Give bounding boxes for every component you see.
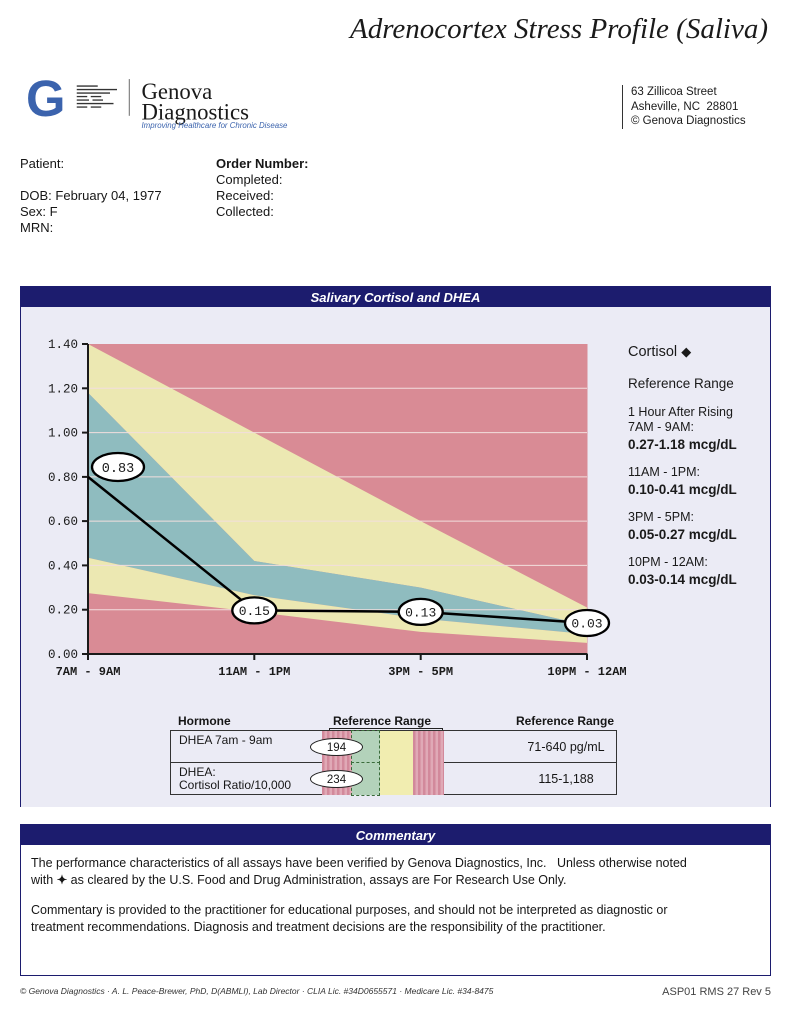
svg-text:0.00: 0.00 xyxy=(48,648,78,662)
svg-text:0.15: 0.15 xyxy=(239,604,270,619)
svg-text:0.40: 0.40 xyxy=(48,559,78,573)
svg-text:1.40: 1.40 xyxy=(48,338,78,352)
svg-text:10PM - 12AM: 10PM - 12AM xyxy=(547,665,626,679)
svg-text:0.80: 0.80 xyxy=(48,471,78,485)
svg-text:1.20: 1.20 xyxy=(48,382,78,396)
svg-text:0.20: 0.20 xyxy=(48,604,78,618)
svg-text:0.83: 0.83 xyxy=(102,462,134,477)
svg-text:1.00: 1.00 xyxy=(48,427,78,441)
svg-text:3PM - 5PM: 3PM - 5PM xyxy=(388,665,453,679)
svg-text:Improving Healthcare for Chron: Improving Healthcare for Chronic Disease xyxy=(142,121,289,130)
svg-text:11AM - 1PM: 11AM - 1PM xyxy=(218,665,290,679)
svg-text:7AM - 9AM: 7AM - 9AM xyxy=(56,665,121,679)
svg-text:G: G xyxy=(26,75,65,127)
svg-text:0.60: 0.60 xyxy=(48,515,78,529)
svg-text:0.03: 0.03 xyxy=(571,617,602,632)
svg-text:0.13: 0.13 xyxy=(405,606,436,621)
